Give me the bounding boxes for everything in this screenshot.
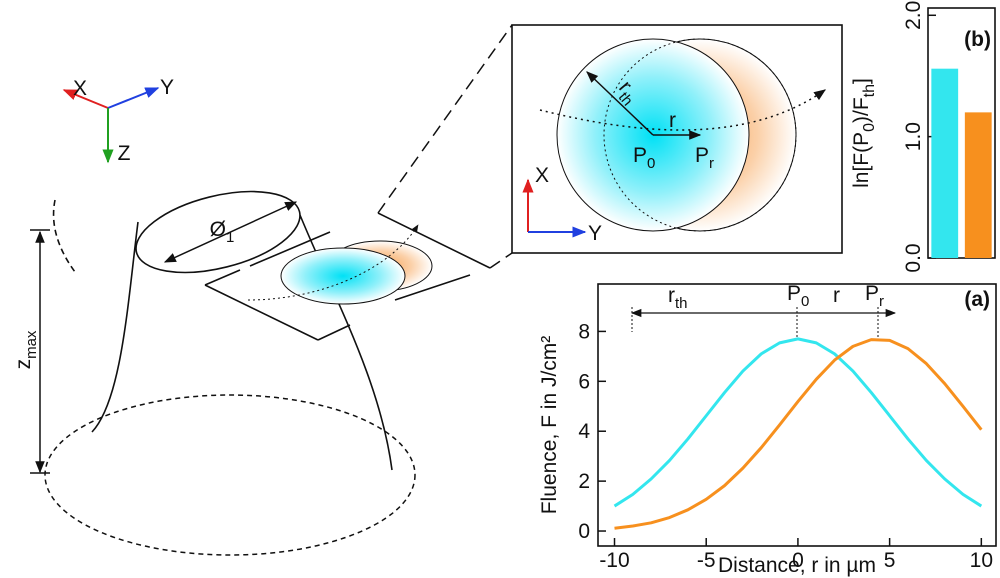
bar xyxy=(931,69,958,258)
chart-a: -10 -5 0 5 10 0 2 4 6 8 Distance, r in µm Fluence, … xyxy=(538,282,996,577)
y-tick-label: 2 xyxy=(578,470,590,493)
r-label: r xyxy=(833,284,840,307)
cone-left xyxy=(92,222,138,432)
axis-label: Z xyxy=(118,142,131,165)
inset-axis-label: X xyxy=(535,164,549,187)
zoom-line xyxy=(378,25,512,213)
y-axis-arrow xyxy=(108,88,158,108)
x-tick-label: -10 xyxy=(599,549,629,572)
panel-label: (a) xyxy=(964,288,990,311)
y-tick-label: 2.0 xyxy=(902,1,925,30)
y-tick-label: 4 xyxy=(578,420,590,443)
y-tick-label: 1.0 xyxy=(902,122,925,151)
chart-b: 0.0 1.0 2.0 ln[F(P0)/Fth] (b) xyxy=(850,1,995,273)
y-tick-label: 0 xyxy=(578,520,590,543)
y-axis-label-part: ] xyxy=(850,78,873,84)
bar xyxy=(965,112,992,258)
diagram xyxy=(30,25,842,555)
diameter-label: Ø1 xyxy=(210,218,235,246)
p0-label-part: 0 xyxy=(647,155,655,172)
zmax-label-part: z xyxy=(12,359,35,370)
zmax-label: zmax xyxy=(12,330,40,369)
y-axis-label: ln[F(P0)/Fth] xyxy=(850,78,878,188)
pr-label-part: r xyxy=(879,293,884,310)
rth-label-part: r xyxy=(668,284,675,307)
pr-label-part: P xyxy=(695,144,709,167)
pr-label: Pr xyxy=(865,282,884,310)
panel-label: (b) xyxy=(964,28,991,51)
p0-label-part: 0 xyxy=(801,293,809,310)
p0-label-part: P xyxy=(633,144,647,167)
r-label: r xyxy=(669,109,676,132)
p0-label: P0 xyxy=(787,282,809,310)
axis-label: X xyxy=(73,77,87,100)
y-tick-label: 6 xyxy=(578,370,590,393)
y-axis-label-part: )/F xyxy=(850,97,873,123)
y-tick-label: 8 xyxy=(578,320,590,343)
y-axis-label-part: th xyxy=(861,84,878,97)
rth-label: rth xyxy=(668,284,688,312)
zmax-label-part: max xyxy=(23,330,40,359)
figure: XYZØ1zmaxrthrP0PrXY -10-5051002468Distan… xyxy=(0,0,1000,578)
spot xyxy=(281,248,405,304)
rth-label-part: th xyxy=(675,295,688,312)
y-tick-label: 0.0 xyxy=(902,243,925,272)
y-axis-label: Fluence, F in J/cm² xyxy=(538,336,561,515)
zoom-line xyxy=(490,253,512,268)
x-axis-label: Distance, r in µm xyxy=(718,554,876,577)
inset-axis-label: Y xyxy=(588,222,602,245)
pr-label-part: r xyxy=(709,155,714,172)
y-axis-label-part: ln[F(P xyxy=(850,132,873,188)
x-tick-label: -5 xyxy=(697,549,716,572)
x-tick-label: 10 xyxy=(970,549,993,572)
axis-label: Y xyxy=(160,76,174,99)
diameter-label-part: 1 xyxy=(226,229,234,246)
diameter-label-part: Ø xyxy=(210,218,226,241)
p0-label-part: P xyxy=(787,282,801,305)
y-axis-label-part: 0 xyxy=(861,123,878,132)
x-tick-label: 5 xyxy=(884,549,896,572)
pr-label-part: P xyxy=(865,282,879,305)
series-line xyxy=(615,340,982,529)
arc xyxy=(54,200,75,272)
